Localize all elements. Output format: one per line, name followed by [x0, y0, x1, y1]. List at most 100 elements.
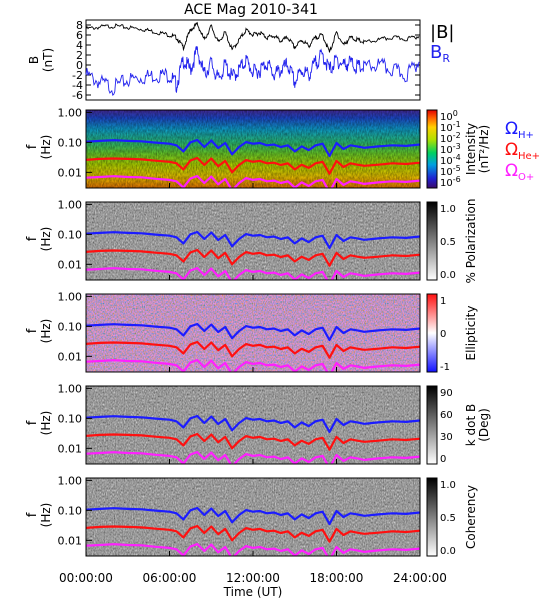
tick-base: 10	[440, 112, 453, 123]
series-BR	[85, 46, 420, 96]
freq-y-tick-label: 1.00	[58, 382, 83, 395]
gyro-line-O	[86, 175, 420, 188]
x-tick-label: 00:00:00	[59, 571, 113, 585]
tick-exponent: -2	[453, 131, 461, 140]
panel-kdotb: 1.00 0.10 0.01 f (Hz) 90 60 30 0 k dot B (Deg)	[25, 382, 491, 465]
colorbar-label: Ellipticity	[464, 306, 478, 361]
legend-subscript: He+	[518, 151, 540, 162]
gyro-line-He	[86, 156, 420, 175]
freq-y-unit: (Hz)	[39, 227, 53, 252]
tick-base: 10	[440, 145, 453, 156]
freq-y-tick-label: 1.00	[58, 474, 83, 487]
tick-exponent: -1	[453, 120, 461, 129]
freq-y-tick-label: 1.00	[58, 198, 83, 211]
freq-y-unit: (Hz)	[39, 411, 53, 436]
field-y-tick-label: -2	[72, 69, 83, 82]
x-tick-label: 18:00:00	[310, 571, 364, 585]
panel-ellipticity: 1.00 0.10 0.01 f (Hz) 1 0 -1 Ellipticity	[25, 290, 478, 373]
gyro-line-O	[86, 267, 420, 280]
gyro-line-O	[86, 359, 420, 372]
freq-y-tick-label: 0.01	[58, 442, 83, 455]
tick-base: 10	[440, 123, 453, 134]
colorbar	[426, 385, 438, 465]
panel-spectrogram	[86, 386, 420, 464]
field-y-tick-label: 8	[76, 19, 83, 32]
colorbar	[426, 477, 438, 557]
colorbar-tick-label: 0	[440, 454, 446, 465]
freq-y-tick-label: 0.10	[58, 412, 83, 425]
field-panel-frame	[85, 19, 421, 101]
x-axis-label: Time (UT)	[223, 585, 283, 599]
freq-y-tick-label: 1.00	[58, 106, 83, 119]
tick-base: 10	[440, 134, 453, 145]
colorbar	[426, 293, 438, 373]
freq-y-label: f	[25, 236, 40, 241]
panel-spectrogram	[86, 202, 420, 280]
legend-radial-field: BR	[430, 42, 450, 65]
colorbar-label: (Deg)	[477, 408, 491, 442]
freq-y-tick-label: 0.10	[58, 320, 83, 333]
gyro-line-O	[86, 451, 420, 464]
colorbar-label: Coherency	[464, 485, 478, 549]
panel-spectrogram	[86, 110, 420, 188]
field-y-tick-label: 2	[76, 49, 83, 62]
colorbar-tick-label: 1.0	[440, 204, 456, 215]
panel-spectrogram	[86, 294, 420, 372]
freq-y-tick-label: 0.10	[58, 136, 83, 149]
field-y-tick-label: 0	[76, 59, 83, 72]
freq-y-tick-label: 0.01	[58, 258, 83, 271]
colorbar-tick-label: 10-5	[440, 164, 461, 178]
spectrogram-texture	[86, 478, 420, 556]
gyro-line-He	[86, 524, 420, 543]
freq-y-tick-label: 0.10	[58, 228, 83, 241]
tick-base: 10	[440, 167, 453, 178]
x-axis: 00:00:00 06:00:00 12:00:00 18:00:00 24:0…	[59, 571, 447, 599]
gyro-line-H	[86, 322, 420, 342]
legend-symbol: Ω	[505, 119, 518, 139]
colorbar-tick-label: 10-6	[440, 175, 461, 189]
colorbar-tick-label: 0	[440, 329, 446, 340]
legend-O: ΩO+	[505, 161, 534, 183]
colorbar-label: k dot B	[464, 404, 478, 446]
legend-symbol: Ω	[505, 161, 518, 181]
colorbar-label: % Polarization	[464, 199, 478, 284]
colorbar-tick-label: 100	[440, 109, 458, 123]
tick-exponent: -6	[453, 175, 461, 184]
tick-exponent: -3	[453, 142, 461, 151]
spectrogram-texture	[86, 110, 420, 188]
field-y-tick-label: 4	[76, 39, 83, 52]
field-y-label: B	[27, 56, 41, 64]
colorbar-tick-label: 10-3	[440, 142, 461, 156]
legend-He: ΩHe+	[505, 140, 540, 162]
freq-y-tick-label: 0.10	[58, 504, 83, 517]
freq-y-tick-label: 0.01	[58, 350, 83, 363]
chart-title: ACE Mag 2010-341	[184, 2, 318, 18]
colorbar-tick-label: 10-1	[440, 120, 461, 134]
gyro-line-H	[86, 506, 420, 526]
freq-y-unit: (Hz)	[39, 319, 53, 344]
freq-y-unit: (Hz)	[39, 135, 53, 160]
legend-subscript: O+	[518, 172, 534, 183]
colorbar-tick-label: 10-4	[440, 153, 461, 167]
field-legend: |B| BR	[430, 22, 454, 65]
tick-exponent: 0	[453, 109, 458, 118]
panel-polarization: 1.00 0.10 0.01 f (Hz) 1.0 0.5 0.0 % Polarization	[25, 198, 478, 284]
x-tick-label: 12:00:00	[226, 571, 280, 585]
legend-symbol: Ω	[505, 140, 518, 160]
panel-spectrogram	[86, 478, 420, 556]
freq-y-label: f	[25, 144, 40, 149]
legend-radial-symbol: B	[430, 42, 442, 63]
colorbar	[426, 109, 438, 189]
freq-y-tick-label: 0.01	[58, 534, 83, 547]
series-B	[85, 21, 420, 53]
colorbar-tick-label: 1.0	[440, 480, 456, 491]
spectrogram-texture	[86, 294, 420, 372]
gyro-line-He	[86, 340, 420, 359]
legend-subscript: H+	[518, 130, 534, 141]
colorbar-tick-label: 90	[440, 388, 453, 399]
freq-y-label: f	[25, 512, 40, 517]
x-tick-label: 24:00:00	[393, 571, 447, 585]
field-y-unit: (nT)	[41, 48, 55, 72]
